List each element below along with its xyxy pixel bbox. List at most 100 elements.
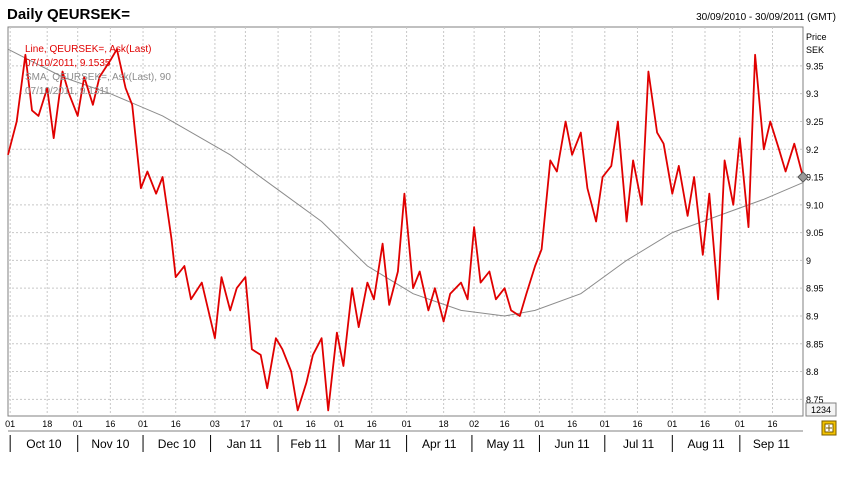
price-point bbox=[504, 287, 506, 289]
time-axis-ticks: 01 18 01 16 01 16 03 17 01 16 01 16 01 18 02 16 01 16 01 16… bbox=[5, 419, 777, 429]
price-point bbox=[336, 332, 338, 334]
price-point bbox=[656, 132, 658, 134]
price-point bbox=[617, 121, 619, 123]
month-label: Dec 10 bbox=[158, 437, 196, 451]
price-point bbox=[763, 148, 765, 150]
price-point bbox=[140, 187, 142, 189]
price-point bbox=[769, 121, 771, 123]
price-point bbox=[434, 287, 436, 289]
x-tick-label: 01 bbox=[600, 419, 610, 429]
price-point bbox=[351, 287, 353, 289]
x-tick-label: 16 bbox=[367, 419, 377, 429]
x-tick-label: 16 bbox=[767, 419, 777, 429]
price-point bbox=[275, 337, 277, 339]
y-tick-label: 8.95 bbox=[806, 284, 824, 294]
sma-90-line bbox=[7, 48, 804, 317]
price-point bbox=[183, 265, 185, 267]
price-point bbox=[602, 176, 604, 178]
price-line bbox=[7, 48, 804, 412]
zoom-tool-icon[interactable] bbox=[821, 420, 837, 436]
price-point bbox=[610, 165, 612, 167]
price-point bbox=[687, 215, 689, 217]
x-tick-label: 01 bbox=[735, 419, 745, 429]
price-point bbox=[785, 171, 787, 173]
price-point bbox=[473, 226, 475, 228]
price-point bbox=[678, 165, 680, 167]
legend-line-series: Line, QEURSEK=, Ask(Last) bbox=[25, 44, 151, 55]
price-point bbox=[77, 115, 79, 117]
price-point bbox=[297, 409, 299, 411]
y-tick-label: 9.35 bbox=[806, 61, 824, 71]
price-point bbox=[244, 276, 246, 278]
y-tick-label: 9.25 bbox=[806, 117, 824, 127]
price-point bbox=[754, 54, 756, 56]
x-tick-label: 17 bbox=[240, 419, 250, 429]
y-tick-label: 9.3 bbox=[806, 89, 819, 99]
price-point bbox=[702, 254, 704, 256]
y-tick-label: 8.9 bbox=[806, 311, 819, 321]
price-point bbox=[412, 287, 414, 289]
x-tick-label: 18 bbox=[439, 419, 449, 429]
price-point bbox=[321, 337, 323, 339]
price-point bbox=[190, 298, 192, 300]
month-label: Jan 11 bbox=[227, 437, 262, 451]
price-point bbox=[131, 104, 133, 106]
price-axis-ticks: 8.75 8.8 8.85 8.9 8.95 9 9.05 9.10 9.15 9.2 9.25 9.… bbox=[806, 61, 824, 404]
price-point bbox=[663, 143, 665, 145]
price-point bbox=[388, 304, 390, 306]
price-point bbox=[175, 276, 177, 278]
price-point bbox=[732, 204, 734, 206]
month-label: Nov 10 bbox=[91, 437, 129, 451]
y-tick-label: 8.85 bbox=[806, 339, 824, 349]
month-label: Mar 11 bbox=[355, 437, 392, 451]
chart-title: Daily QEURSEK= bbox=[7, 6, 130, 23]
x-tick-label: 16 bbox=[567, 419, 577, 429]
price-point bbox=[221, 276, 223, 278]
x-tick-label: 01 bbox=[138, 419, 148, 429]
price-point bbox=[449, 293, 451, 295]
price-point bbox=[467, 298, 469, 300]
scale-box[interactable] bbox=[805, 402, 837, 417]
currency-axis-label: SEK bbox=[806, 45, 824, 55]
x-tick-label: 01 bbox=[334, 419, 344, 429]
x-tick-label: 16 bbox=[700, 419, 710, 429]
price-point bbox=[671, 193, 673, 195]
price-point bbox=[519, 315, 521, 317]
x-tick-label: 01 bbox=[5, 419, 15, 429]
price-point bbox=[53, 137, 55, 139]
price-point bbox=[214, 337, 216, 339]
y-tick-label: 8.75 bbox=[806, 395, 824, 405]
plot-area bbox=[7, 26, 804, 417]
price-point bbox=[549, 159, 551, 161]
price-point bbox=[419, 271, 421, 273]
legend-sma-series: SMA, QEURSEK=, Ask(Last), 90 bbox=[25, 72, 171, 83]
price-point bbox=[488, 271, 490, 273]
x-tick-label: 01 bbox=[667, 419, 677, 429]
price-point bbox=[495, 298, 497, 300]
y-tick-label: 9.05 bbox=[806, 228, 824, 238]
price-point bbox=[480, 282, 482, 284]
price-point bbox=[7, 154, 9, 156]
month-label: Oct 10 bbox=[26, 437, 62, 451]
price-point bbox=[251, 348, 253, 350]
price-point bbox=[229, 309, 231, 311]
price-point bbox=[146, 171, 148, 173]
price-point bbox=[793, 143, 795, 145]
price-point bbox=[16, 121, 18, 123]
price-point bbox=[724, 159, 726, 161]
month-label: Jun 11 bbox=[555, 437, 590, 451]
price-point bbox=[586, 187, 588, 189]
price-point bbox=[595, 221, 597, 223]
x-tick-label: 01 bbox=[534, 419, 544, 429]
price-point bbox=[373, 298, 375, 300]
price-point bbox=[693, 176, 695, 178]
price-point bbox=[647, 71, 649, 73]
price-point bbox=[366, 282, 368, 284]
y-tick-label: 9 bbox=[806, 256, 811, 266]
month-label: Aug 11 bbox=[687, 437, 724, 451]
price-point bbox=[525, 293, 527, 295]
price-point bbox=[510, 309, 512, 311]
price-point bbox=[460, 282, 462, 284]
scale-box-label: 1234 bbox=[811, 405, 831, 415]
